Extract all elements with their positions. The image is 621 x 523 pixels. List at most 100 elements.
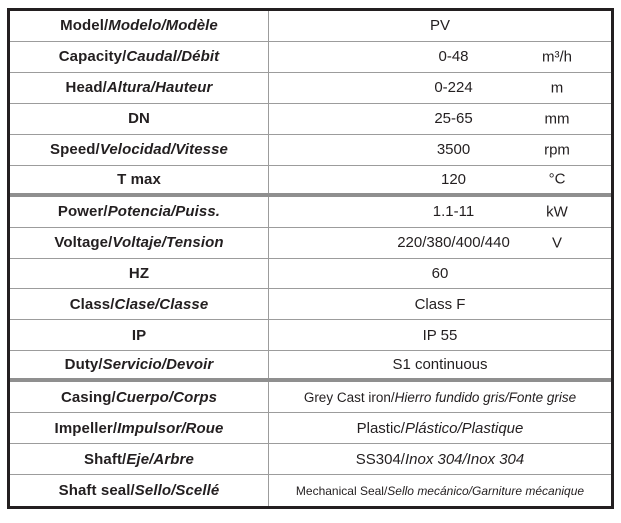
spec-value-text: 60 bbox=[431, 264, 449, 282]
spec-value-text: Plastic/ bbox=[356, 419, 405, 437]
unit-label: rpm bbox=[544, 141, 570, 159]
unit-label: m bbox=[550, 79, 564, 97]
spec-value: 25-65 mm bbox=[269, 104, 611, 134]
unit-label: m³/h bbox=[542, 48, 572, 66]
spec-label: HZ bbox=[10, 258, 269, 289]
spec-value: IP 55 bbox=[269, 320, 611, 350]
row-capacity: Capacity/Caudal/Débit 0-48 m³/h bbox=[10, 41, 611, 73]
spec-value: Grey Cast iron/Hierro fundido gris/Fonte… bbox=[269, 382, 611, 412]
spec-label: Voltage/Voltaje/Tension bbox=[10, 227, 269, 258]
spec-value: 1.1-11 kW bbox=[269, 197, 611, 227]
spec-label: Capacity/Caudal/Débit bbox=[10, 41, 269, 72]
unit-label: mm bbox=[544, 110, 570, 128]
row-impeller: Impeller/Impulsor/Roue Plastic/Plástico/… bbox=[10, 413, 611, 445]
spec-label-translations: Modelo/Modèle bbox=[108, 17, 218, 35]
spec-label-translations: Sello/Scellé bbox=[134, 482, 220, 500]
spec-value: 0-224 m bbox=[269, 73, 611, 103]
spec-value: 0-48 m³/h bbox=[269, 42, 611, 72]
spec-value: Class F bbox=[269, 289, 611, 319]
row-head: Head/Altura/Hauteur 0-224 m bbox=[10, 72, 611, 104]
spec-label: Casing/Cuerpo/Corps bbox=[10, 382, 269, 413]
spec-value-text: 0-48 bbox=[438, 48, 469, 66]
spec-label: Model/Modelo/Modèle bbox=[10, 11, 269, 41]
spec-label-en: Voltage/ bbox=[54, 234, 113, 252]
row-power: Power/Potencia/Puiss. 1.1-11 kW bbox=[10, 196, 611, 228]
spec-label-translations: Potencia/Puiss. bbox=[107, 203, 221, 221]
unit-label: V bbox=[551, 234, 562, 252]
unit-label: kW bbox=[546, 203, 568, 221]
spec-label-en: DN bbox=[128, 110, 150, 128]
spec-value: PV bbox=[269, 11, 611, 41]
spec-label-en: Speed/ bbox=[50, 141, 100, 159]
spec-value-text: 25-65 bbox=[434, 110, 473, 128]
spec-value-translations: Hierro fundido gris/Fonte grise bbox=[394, 389, 577, 405]
spec-label: IP bbox=[10, 320, 269, 351]
spec-label-en: IP bbox=[131, 326, 147, 344]
spec-value: 3500 rpm bbox=[269, 135, 611, 165]
spec-label-en: Shaft seal/ bbox=[58, 482, 135, 500]
row-dn: DN 25-65 mm bbox=[10, 103, 611, 135]
spec-label-en: HZ bbox=[128, 264, 150, 282]
spec-value: 60 bbox=[269, 259, 611, 289]
spec-value-text: Grey Cast iron/ bbox=[303, 389, 395, 405]
spec-label-en: T max bbox=[117, 170, 161, 188]
unit-label: °C bbox=[548, 170, 566, 188]
spec-label-en: Capacity/ bbox=[58, 48, 127, 66]
spec-value-text: S1 continuous bbox=[392, 356, 488, 374]
spec-value-text: PV bbox=[429, 17, 450, 35]
pump-spec-table: Model/Modelo/Modèle PV Capacity/Caudal/D… bbox=[7, 8, 614, 509]
row-voltage: Voltage/Voltaje/Tension 220/380/400/440 V bbox=[10, 227, 611, 259]
row-class: Class/Clase/Classe Class F bbox=[10, 289, 611, 321]
spec-label-en: Model/ bbox=[60, 17, 109, 35]
spec-label-translations: Voltaje/Tension bbox=[112, 234, 224, 252]
spec-label: Head/Altura/Hauteur bbox=[10, 72, 269, 103]
spec-value-text: SS304/ bbox=[355, 450, 405, 468]
spec-label-translations: Caudal/Débit bbox=[126, 48, 220, 66]
spec-value-text: 0-224 bbox=[434, 79, 473, 97]
spec-label: T max bbox=[10, 165, 269, 193]
spec-label: Duty/Servicio/Devoir bbox=[10, 351, 269, 379]
spec-value-text: 220/380/400/440 bbox=[397, 234, 510, 252]
spec-label-en: Impeller/ bbox=[54, 419, 118, 437]
spec-value: SS304/Inox 304/Inox 304 bbox=[269, 444, 611, 474]
spec-value-text: Mechanical Seal/ bbox=[295, 483, 388, 498]
spec-label-en: Class/ bbox=[69, 295, 115, 313]
spec-label-en: Head/ bbox=[65, 79, 107, 97]
spec-label: Speed/Velocidad/Vitesse bbox=[10, 134, 269, 165]
row-tmax: T max 120 °C bbox=[10, 165, 611, 197]
spec-value: Plastic/Plástico/Plastique bbox=[269, 413, 611, 443]
row-hz: HZ 60 bbox=[10, 258, 611, 290]
spec-value: S1 continuous bbox=[269, 351, 611, 378]
spec-label-en: Casing/ bbox=[60, 388, 116, 406]
spec-value-text: 120 bbox=[440, 170, 467, 188]
spec-value-translations: Inox 304/Inox 304 bbox=[404, 450, 525, 468]
spec-label-translations: Eje/Arbre bbox=[126, 450, 194, 468]
spec-value-translations: Sello mecánico/Garniture mécanique bbox=[387, 483, 585, 498]
spec-value-text: IP 55 bbox=[422, 326, 458, 344]
spec-value-text: Class F bbox=[414, 295, 466, 313]
spec-value: Mechanical Seal/Sello mecánico/Garniture… bbox=[269, 475, 611, 506]
spec-label-translations: Clase/Classe bbox=[114, 295, 209, 313]
spec-label-translations: Velocidad/Vitesse bbox=[99, 141, 228, 159]
spec-label-translations: Altura/Hauteur bbox=[106, 79, 213, 97]
spec-label: Class/Clase/Classe bbox=[10, 289, 269, 320]
spec-value: 220/380/400/440 V bbox=[269, 228, 611, 258]
spec-label-translations: Impulsor/Roue bbox=[117, 419, 224, 437]
spec-value-text: 1.1-11 bbox=[432, 203, 475, 221]
row-speed: Speed/Velocidad/Vitesse 3500 rpm bbox=[10, 134, 611, 166]
row-shaft-seal: Shaft seal/Sello/Scellé Mechanical Seal/… bbox=[10, 475, 611, 506]
row-ip: IP IP 55 bbox=[10, 320, 611, 352]
row-casing: Casing/Cuerpo/Corps Grey Cast iron/Hierr… bbox=[10, 382, 611, 414]
row-model: Model/Modelo/Modèle PV bbox=[10, 11, 611, 42]
spec-label-en: Shaft/ bbox=[84, 450, 127, 468]
spec-label: Shaft seal/Sello/Scellé bbox=[10, 475, 269, 506]
spec-label-en: Duty/ bbox=[64, 356, 103, 374]
row-shaft: Shaft/Eje/Arbre SS304/Inox 304/Inox 304 bbox=[10, 444, 611, 476]
spec-label: Impeller/Impulsor/Roue bbox=[10, 413, 269, 444]
spec-label: DN bbox=[10, 103, 269, 134]
spec-label-translations: Servicio/Devoir bbox=[102, 356, 214, 374]
spec-label-en: Power/ bbox=[57, 203, 108, 221]
spec-label: Power/Potencia/Puiss. bbox=[10, 196, 269, 227]
spec-value-translations: Plástico/Plastique bbox=[404, 419, 524, 437]
spec-label: Shaft/Eje/Arbre bbox=[10, 444, 269, 475]
